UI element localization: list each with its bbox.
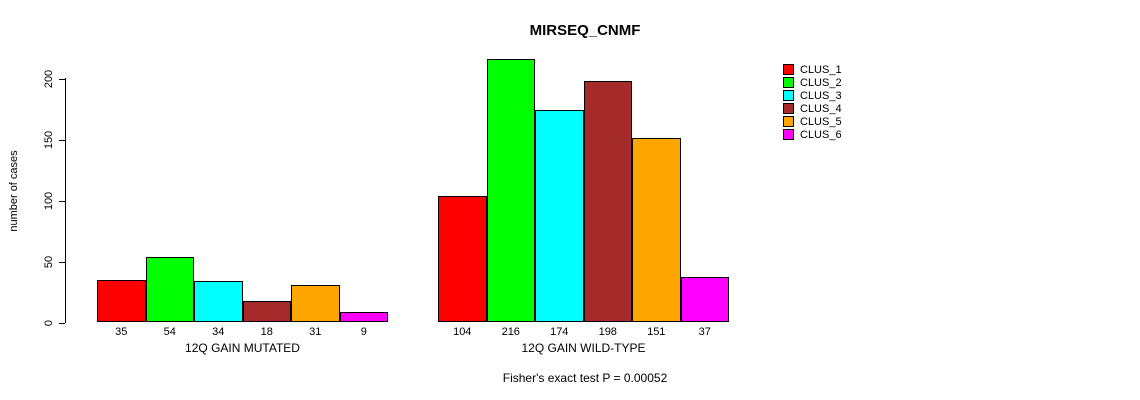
y-axis-line [65, 78, 66, 323]
legend-swatch [783, 103, 794, 114]
bar-clus_5-mutated [291, 284, 340, 323]
bar-clus_3-wild-type [535, 110, 584, 323]
chart-title: MIRSEQ_CNMF [529, 22, 641, 39]
y-tick-label: 0 [43, 319, 55, 326]
bar-clus_1-mutated [97, 279, 146, 323]
legend-item-clus_1: CLUS_1 [783, 63, 842, 76]
y-tick [59, 322, 65, 324]
fisher-test-annotation: Fisher's exact test P = 0.00052 [502, 371, 668, 385]
bar-value-label: 9 [360, 326, 367, 338]
y-tick [59, 200, 65, 202]
legend-label: CLUS_1 [800, 63, 842, 76]
bar-value-label: 216 [501, 326, 520, 338]
bar-value-label: 34 [212, 326, 225, 338]
bar-value-label: 18 [260, 326, 273, 338]
group-label: 12Q GAIN MUTATED [185, 341, 300, 355]
legend-label: CLUS_6 [800, 128, 842, 141]
y-axis-label: number of cases [8, 150, 20, 232]
legend-swatch [783, 116, 794, 127]
group-label: 12Q GAIN WILD-TYPE [521, 341, 646, 355]
legend-item-clus_3: CLUS_3 [783, 89, 842, 102]
bar-value-label: 54 [163, 326, 176, 338]
legend-label: CLUS_2 [800, 76, 842, 89]
legend-item-clus_4: CLUS_4 [783, 102, 842, 115]
legend-item-clus_6: CLUS_6 [783, 128, 842, 141]
bar-clus_4-wild-type [583, 80, 632, 323]
bar-value-label: 151 [647, 326, 666, 338]
bar-value-label: 35 [115, 326, 128, 338]
legend-label: CLUS_4 [800, 102, 842, 115]
legend-swatch [783, 90, 794, 101]
bar-value-label: 37 [698, 326, 711, 338]
legend: CLUS_1 CLUS_2 CLUS_3 CLUS_4 CLUS_5 CLUS_6 [783, 63, 842, 141]
bar-value-label: 174 [550, 326, 569, 338]
legend-swatch [783, 77, 794, 88]
legend-item-clus_5: CLUS_5 [783, 115, 842, 128]
bar-clus_2-wild-type [486, 58, 535, 323]
legend-label: CLUS_5 [800, 115, 842, 128]
bar-value-label: 198 [598, 326, 617, 338]
y-tick-label: 100 [43, 191, 55, 210]
y-tick-label: 150 [43, 130, 55, 149]
bar-clus_5-wild-type [632, 138, 681, 323]
bar-value-label: 31 [309, 326, 322, 338]
y-tick-label: 200 [43, 69, 55, 88]
bar-clus_4-mutated [242, 300, 291, 323]
legend-swatch [783, 129, 794, 140]
legend-label: CLUS_3 [800, 89, 842, 102]
legend-swatch [783, 64, 794, 75]
bar-clus_6-wild-type [680, 277, 729, 323]
bar-clus_1-wild-type [438, 195, 487, 323]
legend-item-clus_2: CLUS_2 [783, 76, 842, 89]
y-tick [59, 139, 65, 141]
y-tick [59, 261, 65, 263]
bar-value-label: 104 [453, 326, 472, 338]
bar-clus_6-mutated [339, 311, 388, 323]
y-tick [59, 78, 65, 80]
bar-clus_3-mutated [194, 281, 243, 323]
y-tick-label: 50 [43, 255, 55, 268]
bar-clus_2-mutated [145, 256, 194, 323]
